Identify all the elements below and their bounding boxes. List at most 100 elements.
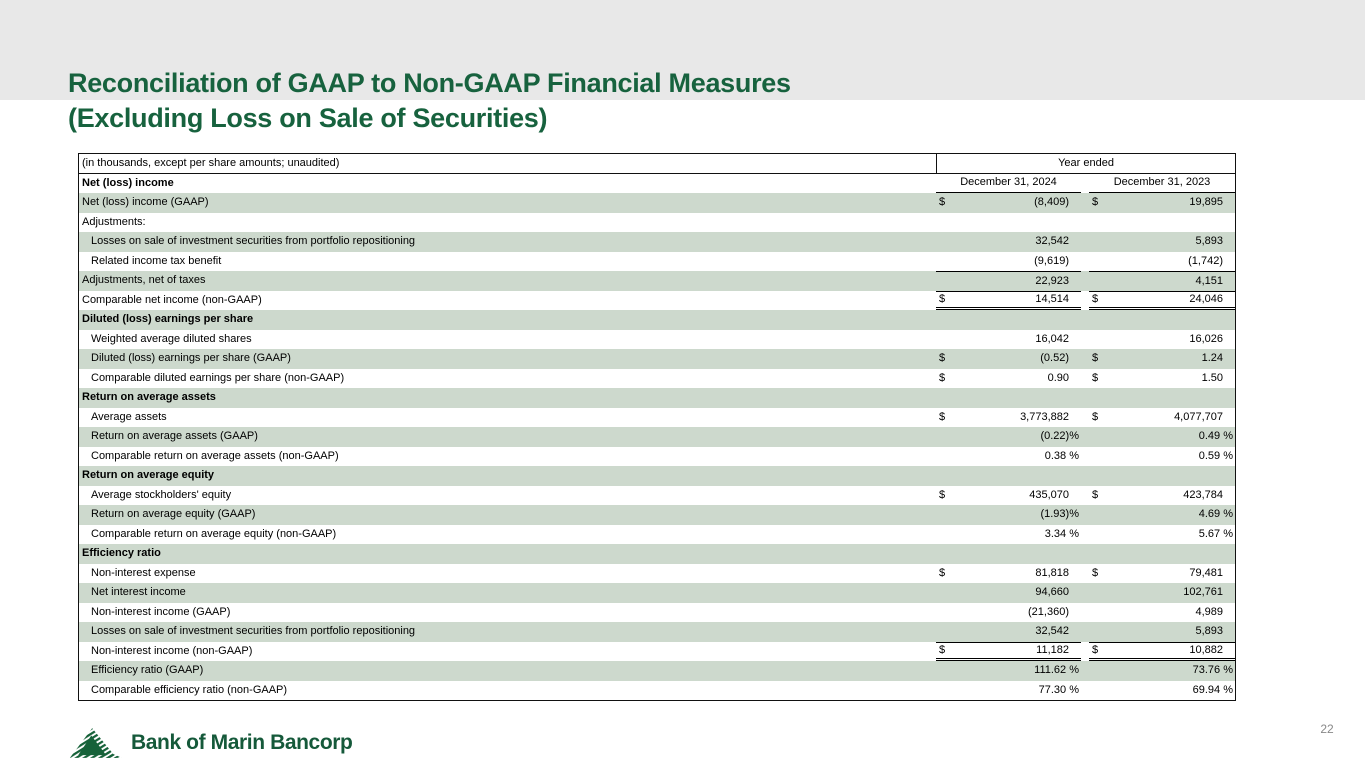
page-title-line1: Reconciliation of GAAP to Non-GAAP Finan… (68, 68, 791, 98)
cell-2023: $10,882 (1089, 641, 1235, 661)
cell-value: 111.62 % (1034, 664, 1079, 676)
page-number: 22 (1320, 722, 1334, 736)
row-label: Comparable return on average assets (non… (91, 449, 339, 462)
cell-value: 14,514 (1035, 292, 1069, 305)
column-header-2024-label: December 31, 2024 (960, 176, 1057, 188)
cell-value: 5,893 (1195, 625, 1223, 637)
cell-2024 (936, 310, 1081, 330)
cell-value: (1,742) (1188, 254, 1223, 267)
row-label: Average assets (91, 410, 167, 423)
row-label: Non-interest income (GAAP) (91, 605, 231, 618)
table-row: Comparable efficiency ratio (non-GAAP) 77… (79, 680, 1235, 701)
table-row: Return on average assets (79, 388, 1235, 408)
cell-value: 3.34 % (1044, 527, 1079, 540)
dollar-sign: $ (939, 643, 946, 656)
cell-value: 4,989 (1195, 605, 1223, 618)
cell-2024: 77.30 % (936, 681, 1081, 701)
dollar-sign: $ (1092, 410, 1099, 423)
row-label: Diluted (loss) earnings per share (82, 313, 254, 325)
table-header-row-note: (in thousands, except per share amounts;… (79, 154, 1235, 174)
table-row: Net interest income 94,660 102,761 (79, 583, 1235, 603)
row-label: Return on average equity (GAAP) (91, 508, 256, 520)
table-row: Related income tax benefit (9,619) (1,742) (79, 251, 1235, 272)
dollar-sign: $ (939, 371, 946, 384)
cell-value: (0.22)% (1040, 430, 1079, 442)
cell-value: 5,893 (1195, 235, 1223, 247)
cell-2024: 32,542 (936, 232, 1081, 252)
table-row: Non-interest expense $81,818 $79,481 (79, 563, 1235, 583)
header-band (0, 0, 1365, 100)
cell-value: 0.38 % (1044, 449, 1079, 462)
cell-value: 81,818 (1035, 566, 1069, 579)
cell-2024 (936, 388, 1081, 408)
table-row: Return on average equity (GAAP) (1.93)% 4.… (79, 505, 1235, 525)
row-label: Non-interest income (non-GAAP) (91, 644, 253, 657)
table-note: (in thousands, except per share amounts;… (82, 157, 340, 169)
dollar-sign: $ (939, 566, 946, 579)
dollar-sign: $ (939, 488, 946, 501)
table-row: Average assets $3,773,882 $4,077,707 (79, 407, 1235, 428)
cell-value: 69.94 % (1192, 683, 1233, 696)
year-ended-header: Year ended (936, 154, 1235, 173)
page-title: Reconciliation of GAAP to Non-GAAP Finan… (68, 66, 791, 136)
cell-2024: $0.90 (936, 369, 1081, 389)
page-title-line2: (Excluding Loss on Sale of Securities) (68, 103, 548, 133)
cell-2023: 0.59 % (1089, 447, 1235, 467)
cell-2023 (1089, 388, 1235, 408)
row-label: Adjustments, net of taxes (82, 274, 206, 286)
cell-2023: $423,784 (1089, 486, 1235, 506)
table-row: Losses on sale of investment securities … (79, 622, 1235, 642)
cell-2023: 4,151 (1089, 271, 1235, 291)
cell-2024: 16,042 (936, 330, 1081, 350)
cell-value: 1.24 (1201, 352, 1223, 364)
cell-2023: 4,989 (1089, 603, 1235, 623)
cell-value: (9,619) (1034, 254, 1069, 267)
row-label: Related income tax benefit (91, 254, 222, 267)
table-row: Return on average equity (79, 466, 1235, 486)
cell-2023 (1089, 544, 1235, 564)
cell-value: 16,026 (1189, 332, 1223, 345)
row-label: Comparable return on average equity (non… (91, 527, 337, 540)
cell-value: 16,042 (1035, 332, 1069, 345)
row-label: Non-interest expense (91, 566, 196, 579)
table-row: Diluted (loss) earnings per share (79, 310, 1235, 330)
cell-value: 5.67 % (1198, 527, 1233, 540)
cell-2024: (1.93)% (936, 505, 1081, 525)
table-row: Adjustments: (79, 212, 1235, 233)
cell-2024: 0.38 % (936, 447, 1081, 467)
dollar-sign: $ (1092, 196, 1099, 208)
bank-of-marin-logo: Bank of Marin Bancorp (68, 726, 353, 760)
row-label: Efficiency ratio (GAAP) (91, 664, 204, 676)
cell-2023: 0.49 % (1089, 427, 1235, 447)
table-row: Comparable diluted earnings per share (n… (79, 368, 1235, 389)
table-row: Efficiency ratio (79, 544, 1235, 564)
cell-value: 19,895 (1189, 196, 1223, 208)
table-row: Comparable return on average assets (non… (79, 446, 1235, 467)
logo-mountain-icon (69, 728, 122, 758)
cell-2024: $14,514 (936, 290, 1081, 310)
cell-2023: 73.76 % (1089, 661, 1235, 681)
table-row: Weighted average diluted shares 16,042 16,… (79, 329, 1235, 350)
cell-2023: $19,895 (1089, 193, 1235, 213)
dollar-sign: $ (1092, 488, 1099, 501)
section-label-net-loss-income: Net (loss) income (82, 176, 174, 189)
reconciliation-table: (in thousands, except per share amounts;… (78, 153, 1236, 701)
cell-2024 (936, 544, 1081, 564)
cell-value: 102,761 (1183, 586, 1223, 598)
column-header-2023: December 31, 2023 (1089, 174, 1235, 193)
cell-2023 (1089, 310, 1235, 330)
cell-value: 423,784 (1183, 488, 1223, 501)
table-body: Net (loss) income (GAAP) $ (8,409) $19,895 A… (79, 193, 1235, 700)
cell-value: 94,660 (1035, 586, 1069, 598)
cell-value: 3,773,882 (1020, 410, 1069, 423)
cell-2024: $3,773,882 (936, 408, 1081, 428)
logo-text: Bank of Marin Bancorp (131, 731, 353, 754)
cell-2023: $1.50 (1089, 369, 1235, 389)
row-label: Net interest income (91, 586, 186, 598)
cell-2023: 4.69 % (1089, 505, 1235, 525)
table-row: Net (loss) income (GAAP) $ (8,409) $19,895 (79, 193, 1235, 213)
dollar-sign: $ (939, 410, 946, 423)
cell-2024 (936, 213, 1081, 233)
cell-2024: (9,619) (936, 252, 1081, 272)
